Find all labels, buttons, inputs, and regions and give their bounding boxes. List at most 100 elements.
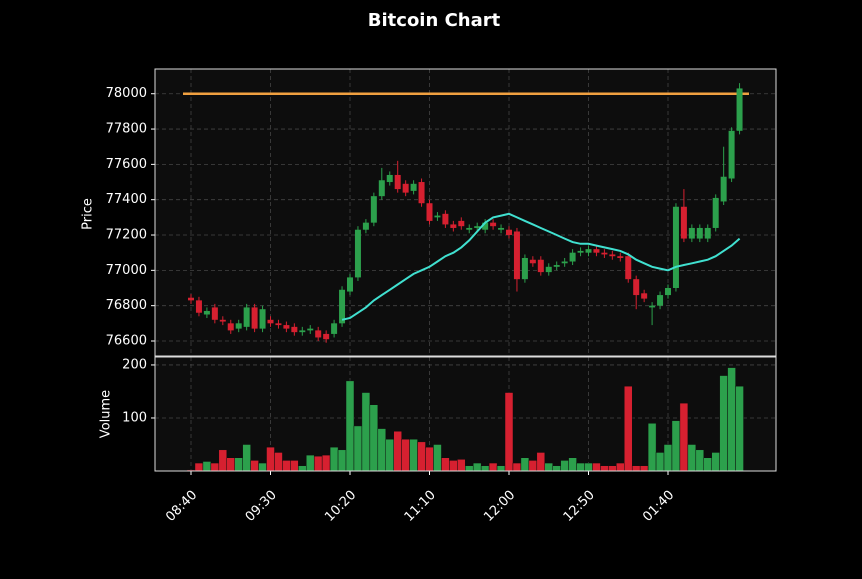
volume-bar <box>369 404 379 472</box>
volume-bar <box>242 444 251 472</box>
candle-body <box>275 323 282 326</box>
volume-bar <box>353 425 363 472</box>
volume-bar <box>306 454 315 472</box>
volume-bar <box>290 460 299 472</box>
volume-bar <box>504 392 514 472</box>
volume-bar <box>449 460 458 472</box>
volume-bar <box>624 385 633 472</box>
y-tick-label: 77200 <box>106 228 147 243</box>
volume-bar <box>727 367 736 472</box>
volume-bar <box>401 438 410 472</box>
candle-body <box>219 319 226 322</box>
candle-body <box>386 174 393 183</box>
volume-bar <box>194 462 204 472</box>
y-tick-label: 77000 <box>106 263 147 278</box>
candle-body <box>537 259 544 273</box>
candle-body <box>498 227 505 230</box>
candle-body <box>347 277 353 292</box>
volume-bar <box>671 420 681 472</box>
price-frame <box>154 68 777 357</box>
volume-bar <box>719 375 728 472</box>
volume-bar <box>385 438 394 472</box>
volume-axis-label: Volume <box>99 390 114 438</box>
volume-bar <box>544 462 553 472</box>
volume-bar <box>321 454 331 472</box>
candle-body <box>394 174 401 190</box>
y-tick-label: 77600 <box>106 157 147 172</box>
volume-bar <box>616 462 625 472</box>
volume-bar <box>337 449 347 472</box>
volume-bar <box>234 457 243 472</box>
volume-bar <box>226 457 235 472</box>
volume-bar <box>282 460 291 472</box>
candle-body <box>339 289 346 324</box>
candle-body <box>617 256 624 258</box>
candle-body <box>243 307 250 327</box>
candle-body <box>267 319 274 324</box>
volume-bar <box>361 392 371 472</box>
volume-bar <box>480 465 490 472</box>
volume-bar <box>663 444 673 472</box>
candle-body <box>434 215 441 218</box>
volume-bar <box>679 402 689 472</box>
volume-bar <box>608 465 617 472</box>
volume-bar <box>560 460 569 472</box>
candle-body <box>728 130 735 179</box>
candle-body <box>482 222 489 230</box>
candle-body <box>569 252 576 262</box>
volume-bar <box>528 460 538 472</box>
candle-body <box>323 333 330 340</box>
candle-body <box>466 227 473 230</box>
candle-body <box>283 325 290 329</box>
volume-bar <box>250 460 259 472</box>
candle-body <box>561 261 568 264</box>
y-tick-label: 76600 <box>106 333 147 348</box>
candle-body <box>235 323 242 329</box>
volume-bar <box>377 428 387 472</box>
volume-bar <box>512 462 522 472</box>
volume-bar <box>568 457 577 472</box>
volume-bar <box>703 457 712 472</box>
candle-body <box>585 249 592 253</box>
candle-body <box>665 288 671 296</box>
volume-bar <box>202 461 212 472</box>
volume-bar <box>210 462 220 472</box>
candle-body <box>712 197 719 228</box>
candle-body <box>601 252 608 255</box>
volume-bar <box>687 444 697 472</box>
candle-body <box>545 266 552 273</box>
price-panel <box>155 69 776 356</box>
volume-bar <box>433 444 442 472</box>
y-tick-label: 76800 <box>106 298 147 313</box>
volume-bar <box>298 465 307 472</box>
candle-body <box>410 183 417 191</box>
candle-body <box>696 227 703 239</box>
volume-frame <box>154 356 777 472</box>
candle-body <box>362 222 369 230</box>
candle-body <box>259 309 266 329</box>
volume-bar <box>631 465 641 472</box>
volume-bar <box>274 452 283 472</box>
candle-body <box>720 176 727 202</box>
y-tick-label: 100 <box>122 410 147 425</box>
candle-body <box>672 206 679 289</box>
volume-bar <box>441 457 450 472</box>
candle-body <box>521 257 528 280</box>
volume-bar <box>393 430 402 472</box>
volume-bar <box>600 465 609 472</box>
candle-body <box>680 206 687 239</box>
volume-bar <box>536 452 546 472</box>
volume-bar <box>465 465 474 472</box>
candle-body <box>736 88 743 131</box>
volume-bar <box>520 457 530 472</box>
candle-body <box>307 328 314 331</box>
volume-bar <box>695 449 705 472</box>
candle-body <box>450 224 457 228</box>
volume-bar <box>457 459 466 472</box>
candle-body <box>402 183 409 193</box>
candle-body <box>458 220 465 227</box>
candle-body <box>657 295 664 306</box>
volume-bar <box>592 462 601 472</box>
